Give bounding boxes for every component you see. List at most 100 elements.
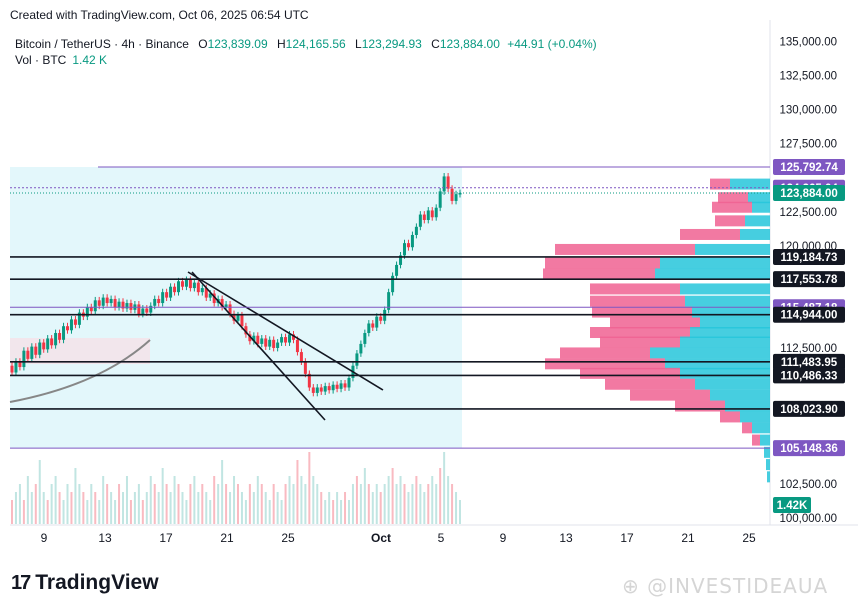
watermark-icon: ⊕ — [622, 574, 640, 598]
candle-body — [430, 210, 434, 218]
volume-profile-down — [718, 192, 748, 204]
candle-body — [339, 383, 343, 389]
candle-body — [220, 298, 224, 308]
candle-body — [303, 361, 307, 374]
support-curve — [9, 339, 151, 403]
candle-body — [236, 315, 240, 321]
candle-body — [454, 194, 458, 201]
author-watermark: ⊕ @INVESTIDEAUA — [622, 574, 828, 598]
volume-profile-down — [592, 306, 692, 318]
candle-body — [212, 293, 216, 304]
volume-bar — [347, 500, 350, 524]
volume-bar — [280, 500, 283, 524]
tradingview-logo[interactable]: 17 TradingView — [11, 571, 159, 595]
volume-profile-down — [680, 228, 740, 240]
candle-body — [450, 188, 454, 201]
volume-bar — [209, 500, 212, 524]
volume-profile-up — [680, 367, 770, 379]
candle-body — [387, 292, 391, 310]
time-tick-label: 25 — [281, 531, 295, 545]
volume-bar — [82, 492, 85, 524]
volume-bar — [455, 492, 458, 524]
candle-body — [434, 207, 438, 218]
volume-profile-up — [764, 446, 770, 458]
candle-body — [224, 304, 228, 308]
volume-bar — [173, 476, 176, 524]
level-price-label: 114,944.00 — [781, 310, 838, 322]
volume-bar — [42, 492, 45, 524]
volume-profile-up — [660, 257, 770, 269]
volume-bar — [367, 484, 370, 524]
volume-bar — [141, 500, 144, 524]
volume-bar — [272, 484, 275, 524]
candle-body — [458, 192, 462, 195]
candle-body — [438, 191, 442, 208]
volume-profile-down — [545, 257, 660, 269]
volume-bar — [50, 484, 53, 524]
volume-bar — [221, 460, 224, 524]
level-price-label: 119,184.73 — [781, 252, 838, 264]
price-tick-label: 122,500.00 — [779, 207, 837, 219]
price-tick-label: 112,500.00 — [780, 343, 837, 355]
volume-bar — [288, 476, 291, 524]
candle-body — [149, 305, 153, 313]
volume-profile-up — [695, 378, 770, 390]
candle-body — [180, 281, 184, 287]
volume-profile-up — [740, 228, 770, 240]
volume-bar — [70, 492, 73, 524]
volume-bar — [145, 492, 148, 524]
candle-body — [173, 286, 177, 293]
volume-profile-up — [767, 471, 770, 483]
candle-body — [42, 342, 46, 350]
volume-bar — [58, 492, 61, 524]
candle-body — [359, 343, 363, 354]
candle-body — [196, 282, 200, 293]
volume-bar — [284, 484, 287, 524]
candle-body — [117, 301, 121, 308]
wedge-lower-line — [191, 271, 326, 421]
symbol-title[interactable]: Bitcoin / TetherUS · 4h · Binance — [15, 37, 189, 51]
volume-bar — [324, 500, 327, 524]
volume-profile-down — [580, 367, 680, 379]
price-axis: 135,000.00 132,500.00 130,000.00 127,500.00… — [779, 37, 837, 526]
volume-bar — [102, 476, 105, 524]
volume-bar — [225, 484, 228, 524]
candle-body — [184, 279, 188, 287]
candle-body — [69, 319, 73, 331]
candle-body — [85, 307, 89, 317]
candle-body — [77, 312, 81, 325]
volume-profile-down — [720, 411, 740, 423]
volume-profile-down — [590, 283, 680, 295]
candle-body — [399, 255, 403, 265]
volume-bar — [415, 476, 418, 524]
volume-bar — [248, 484, 251, 524]
volume-bar — [411, 484, 414, 524]
candle-body — [208, 293, 212, 298]
volume-bar — [66, 484, 69, 524]
low-label: L — [355, 37, 362, 51]
price-tick-label: 132,500.00 — [779, 71, 837, 83]
candle-body — [109, 298, 113, 304]
drawings — [9, 271, 384, 421]
volume-badge — [773, 497, 811, 513]
volume-bar — [18, 484, 21, 524]
candle-body — [395, 264, 399, 276]
volume-label[interactable]: Vol · BTC — [15, 53, 67, 67]
volume-bar — [443, 452, 446, 524]
volume-profile-down — [590, 327, 690, 339]
volume-bar — [98, 500, 101, 524]
volume-bar — [62, 500, 65, 524]
volume-profile-up — [700, 317, 770, 329]
price-tick-label: 135,000.00 — [779, 37, 837, 49]
volume-profile-up — [690, 327, 770, 339]
candle-body — [228, 304, 232, 314]
candle-body — [30, 346, 34, 359]
candle-body — [327, 386, 331, 391]
volume-profile-up — [760, 434, 770, 446]
time-tick-label: 13 — [98, 531, 112, 545]
volume-bar — [407, 492, 410, 524]
level-price-tag — [773, 306, 845, 323]
candle-body — [422, 214, 426, 220]
volume-profile-up — [740, 411, 770, 423]
